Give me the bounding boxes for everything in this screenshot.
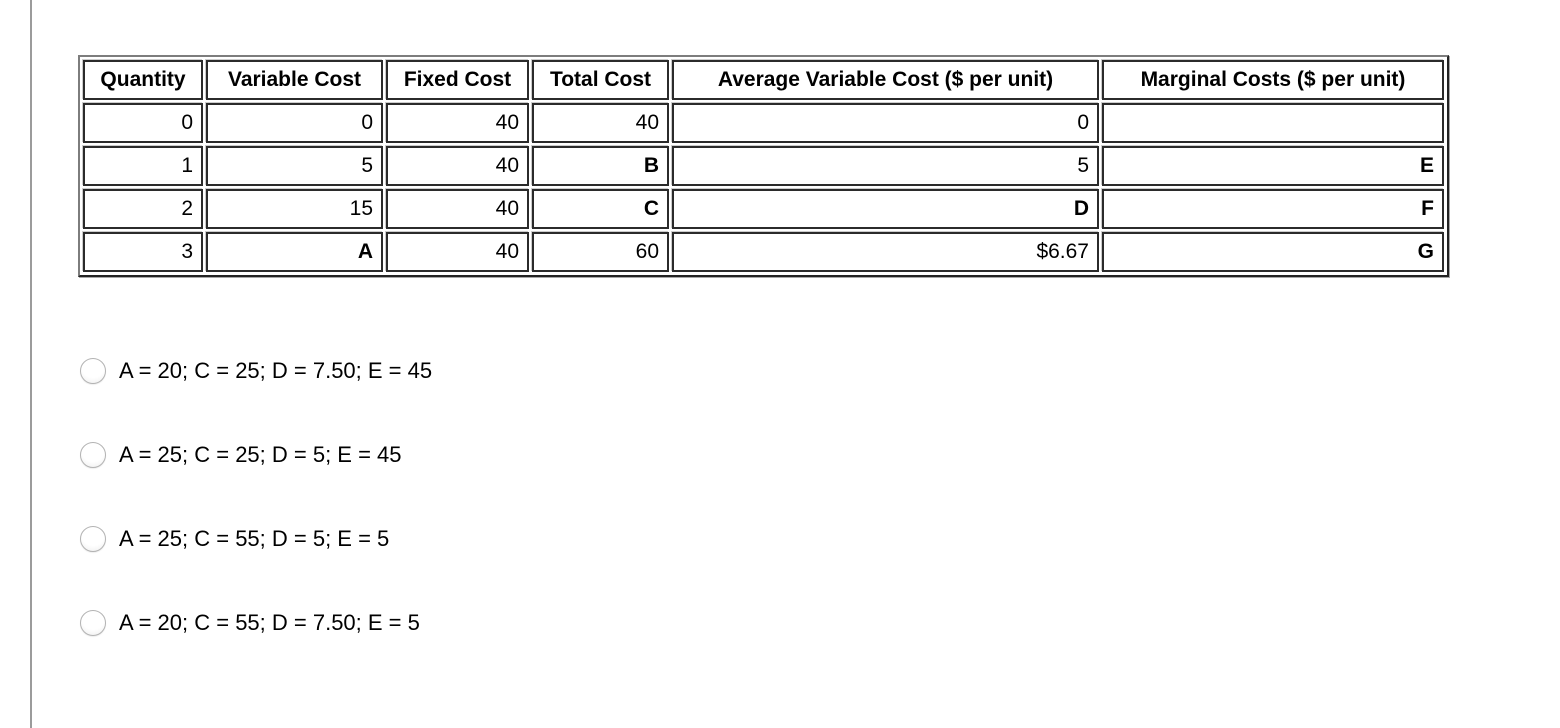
table-cell: 15: [206, 189, 383, 229]
table-cell: 0: [672, 103, 1099, 143]
table-cell: $6.67: [672, 232, 1099, 272]
table-row: 3 A 40 60 $6.67 G: [83, 232, 1444, 272]
table-cell-placeholder-C: C: [532, 189, 669, 229]
answer-option-2[interactable]: A = 25; C = 25; D = 5; E = 45: [80, 442, 432, 468]
column-header-quantity: Quantity: [83, 60, 203, 100]
column-header-variable-cost: Variable Cost: [206, 60, 383, 100]
table-row: 0 0 40 40 0: [83, 103, 1444, 143]
table-cell: 3: [83, 232, 203, 272]
table-cell: 40: [386, 189, 529, 229]
table-cell: 40: [532, 103, 669, 143]
table-cell: 40: [386, 232, 529, 272]
table-cell-placeholder-A: A: [206, 232, 383, 272]
radio-button-icon[interactable]: [80, 526, 106, 552]
table-cell: 40: [386, 103, 529, 143]
table-cell: 0: [206, 103, 383, 143]
table-cell: 1: [83, 146, 203, 186]
table-cell-placeholder-B: B: [532, 146, 669, 186]
table-cell-placeholder-D: D: [672, 189, 1099, 229]
answer-option-3[interactable]: A = 25; C = 55; D = 5; E = 5: [80, 526, 432, 552]
cost-table: Quantity Variable Cost Fixed Cost Total …: [78, 55, 1449, 277]
answer-option-label: A = 20; C = 25; D = 7.50; E = 45: [119, 358, 433, 383]
table-cell: 5: [206, 146, 383, 186]
table-cell: 60: [532, 232, 669, 272]
table-row: 2 15 40 C D F: [83, 189, 1444, 229]
answer-option-4[interactable]: A = 20; C = 55; D = 7.50; E = 5: [80, 610, 432, 636]
answer-options: A = 20; C = 25; D = 7.50; E = 45 A = 25;…: [80, 358, 432, 636]
answer-option-label: A = 25; C = 55; D = 5; E = 5: [119, 526, 390, 551]
table-cell-placeholder-E: E: [1102, 146, 1444, 186]
table-cell-placeholder-F: F: [1102, 189, 1444, 229]
radio-button-icon[interactable]: [80, 442, 106, 468]
table-cell: 0: [83, 103, 203, 143]
table-cell: 5: [672, 146, 1099, 186]
table-cell-placeholder-G: G: [1102, 232, 1444, 272]
table-cell: [1102, 103, 1444, 143]
answer-option-label: A = 20; C = 55; D = 7.50; E = 5: [119, 610, 420, 635]
cost-table-container: Quantity Variable Cost Fixed Cost Total …: [78, 55, 1449, 277]
table-cell: 2: [83, 189, 203, 229]
radio-button-icon[interactable]: [80, 610, 106, 636]
column-header-marginal-costs: Marginal Costs ($ per unit): [1102, 60, 1444, 100]
table-cell: 40: [386, 146, 529, 186]
pane-divider: [30, 0, 32, 728]
answer-option-1[interactable]: A = 20; C = 25; D = 7.50; E = 45: [80, 358, 432, 384]
column-header-total-cost: Total Cost: [532, 60, 669, 100]
radio-button-icon[interactable]: [80, 358, 106, 384]
answer-option-label: A = 25; C = 25; D = 5; E = 45: [119, 442, 402, 467]
column-header-fixed-cost: Fixed Cost: [386, 60, 529, 100]
table-header-row: Quantity Variable Cost Fixed Cost Total …: [83, 60, 1444, 100]
table-row: 1 5 40 B 5 E: [83, 146, 1444, 186]
column-header-average-variable-cost: Average Variable Cost ($ per unit): [672, 60, 1099, 100]
